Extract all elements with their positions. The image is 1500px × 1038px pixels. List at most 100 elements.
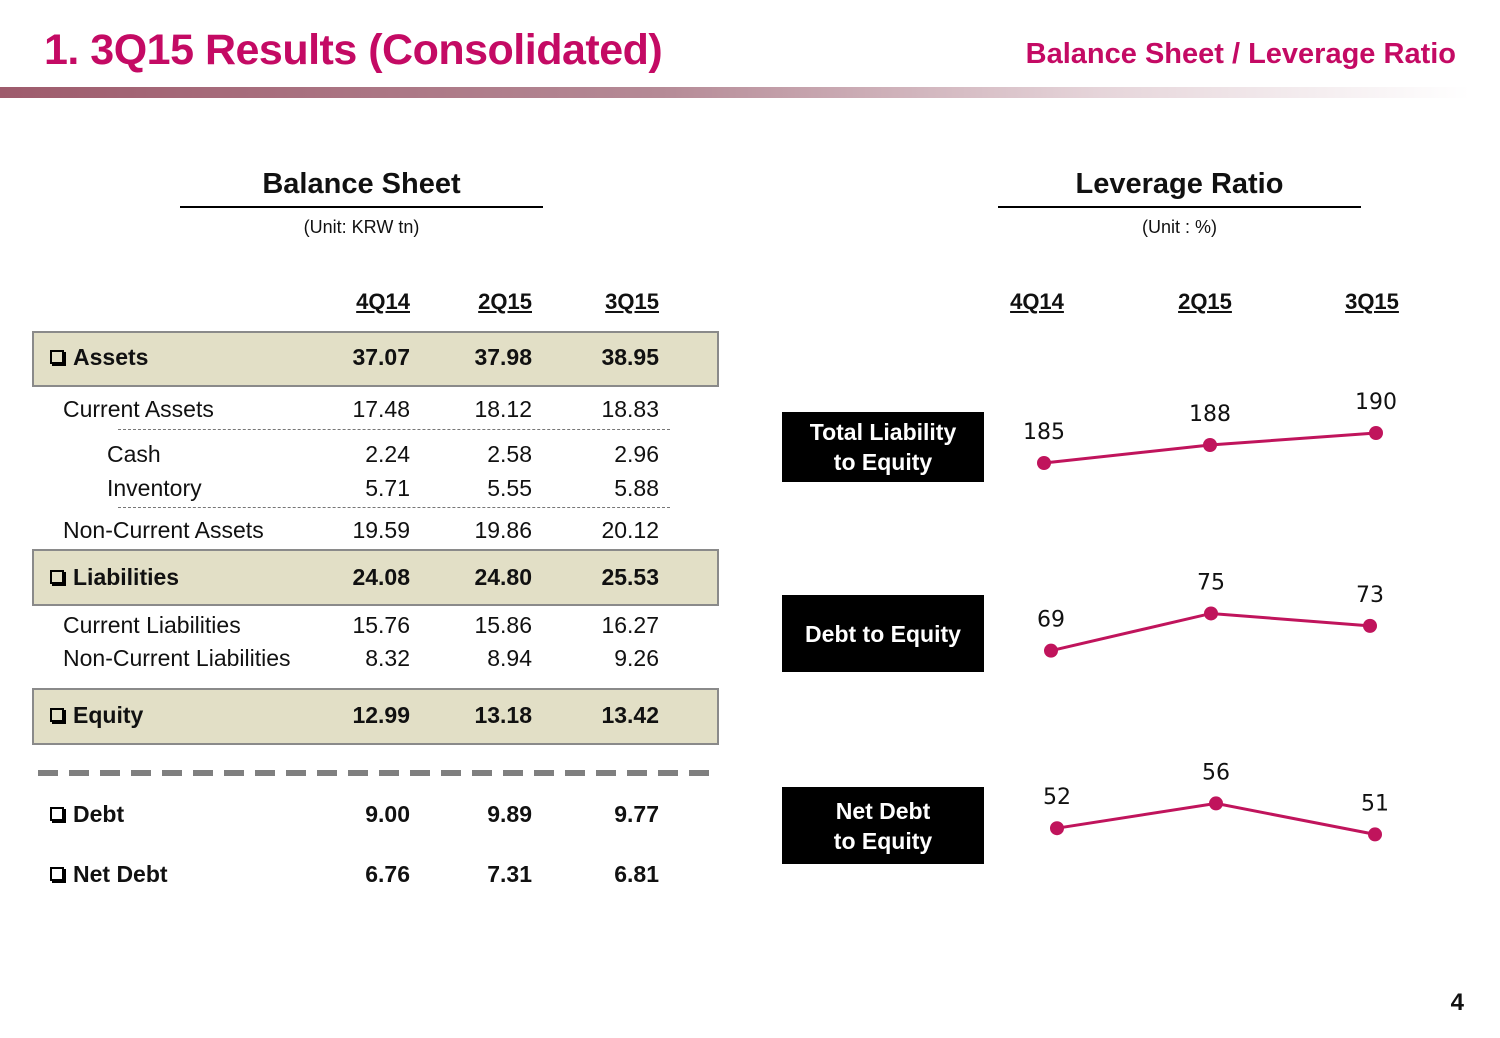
table-cell: 2.58 <box>487 441 532 467</box>
balance-sheet-unit: (Unit: KRW tn) <box>303 217 420 237</box>
row-label-text: Liabilities <box>73 564 180 590</box>
table-cell: 20.12 <box>601 517 659 543</box>
checkbox-bullet-icon <box>50 570 64 584</box>
table-cell: 24.08 <box>352 564 410 590</box>
data-point <box>1209 796 1223 811</box>
label-line: to Equity <box>833 827 933 854</box>
table-cell: 5.55 <box>487 475 532 501</box>
label-net-debt-to-equity: Net Debt to Equity <box>782 787 984 864</box>
table-cell: 24.80 <box>474 564 532 590</box>
table-cell: 12.99 <box>352 702 410 728</box>
liabilities-box <box>32 549 719 606</box>
section-title: Balance Sheet / Leverage Ratio <box>1025 38 1456 70</box>
table-cell: 37.98 <box>474 344 532 370</box>
table-cell: 8.32 <box>365 645 410 671</box>
table-row-label: Non-Current Assets <box>63 517 264 543</box>
table-cell: 17.48 <box>352 396 410 422</box>
table-cell: 6.76 <box>365 861 410 887</box>
checkbox-bullet-icon <box>50 350 64 364</box>
lev-col-header: 3Q15 <box>1345 289 1399 314</box>
data-label: 69 <box>1037 608 1065 633</box>
data-point <box>1363 618 1377 633</box>
table-cell: 5.71 <box>365 475 410 501</box>
label-line: Debt to Equity <box>805 620 961 647</box>
data-point <box>1369 426 1383 440</box>
table-cell: 9.00 <box>365 801 410 827</box>
label-total-liability-to-equity: Total Liability to Equity <box>782 412 984 482</box>
label-line: Total Liability <box>809 419 957 445</box>
table-cell: 18.12 <box>474 396 532 422</box>
table-cell: 19.59 <box>352 517 410 543</box>
label-debt-to-equity: Debt to Equity <box>782 595 984 672</box>
data-label: 51 <box>1361 791 1389 816</box>
row-label-text: Assets <box>73 344 149 370</box>
page-title: 1. 3Q15 Results (Consolidated) <box>44 26 663 74</box>
label-line: to Equity <box>833 449 933 475</box>
row-label-text: Debt <box>73 801 125 827</box>
table-cell: 13.42 <box>601 702 659 728</box>
series-net-debt-to-equity: 52 56 51 <box>1043 760 1389 842</box>
table-cell: 9.77 <box>614 801 659 827</box>
checkbox-bullet-icon <box>50 708 64 722</box>
assets-box <box>32 331 719 387</box>
table-cell: 2.96 <box>614 441 659 467</box>
table-row-label: Liabilities <box>50 564 179 591</box>
table-cell: 38.95 <box>601 344 659 370</box>
data-label: 73 <box>1356 583 1384 608</box>
table-cell: 37.07 <box>352 344 410 370</box>
table-cell: 7.31 <box>487 861 532 887</box>
data-point <box>1044 643 1058 658</box>
data-label: 75 <box>1197 570 1225 595</box>
table-cell: 15.86 <box>474 612 532 638</box>
row-label-text: Equity <box>73 702 144 728</box>
table-cell: 6.81 <box>614 861 659 887</box>
table-cell: 19.86 <box>474 517 532 543</box>
data-point <box>1203 438 1217 452</box>
table-row-label: Equity <box>50 702 143 729</box>
lev-col-header: 4Q14 <box>1010 289 1064 314</box>
table-row-label: Inventory <box>107 475 202 501</box>
data-point <box>1368 827 1382 842</box>
table-row-label: Debt <box>50 801 124 828</box>
table-cell: 8.94 <box>487 645 532 671</box>
series-debt-to-equity: 69 75 73 <box>1037 570 1384 658</box>
data-point <box>1050 821 1064 836</box>
table-cell: 9.26 <box>614 645 659 671</box>
dashed-divider <box>118 429 670 430</box>
series-total-liability-to-equity: 185 188 190 <box>1023 390 1397 470</box>
data-point <box>1204 606 1218 621</box>
table-row-label: Non-Current Liabilities <box>63 645 291 671</box>
table-row-label: Cash <box>107 441 161 467</box>
data-label: 188 <box>1189 402 1231 427</box>
table-cell: 9.89 <box>487 801 532 827</box>
section-dashed-divider <box>38 770 719 776</box>
table-row-label: Current Assets <box>63 396 214 422</box>
label-line: Net Debt <box>835 797 931 824</box>
equity-box <box>32 688 719 745</box>
dashed-divider <box>118 507 670 508</box>
data-point <box>1037 456 1051 470</box>
table-cell: 15.76 <box>352 612 410 638</box>
bs-col-header: 3Q15 <box>605 289 659 314</box>
bs-col-header: 2Q15 <box>478 289 532 314</box>
table-cell: 13.18 <box>474 702 532 728</box>
leverage-ratio-unit: (Unit : %) <box>1141 217 1217 237</box>
checkbox-bullet-icon <box>50 807 64 821</box>
leverage-ratio-title-rule <box>998 206 1361 208</box>
balance-sheet-title-rule <box>180 206 543 208</box>
data-label: 190 <box>1355 390 1397 415</box>
table-cell: 2.24 <box>365 441 410 467</box>
lev-col-header: 2Q15 <box>1178 289 1232 314</box>
page-number: 4 <box>1450 989 1464 1016</box>
checkbox-bullet-icon <box>50 867 64 881</box>
table-cell: 5.88 <box>614 475 659 501</box>
bs-col-header: 4Q14 <box>356 289 410 314</box>
leverage-ratio-title: Leverage Ratio <box>1075 168 1284 200</box>
data-label: 56 <box>1202 760 1230 785</box>
row-label-text: Net Debt <box>73 861 168 887</box>
table-row-label: Assets <box>50 344 148 371</box>
table-cell: 16.27 <box>601 612 659 638</box>
table-row-label: Net Debt <box>50 861 168 888</box>
data-label: 185 <box>1023 420 1065 445</box>
